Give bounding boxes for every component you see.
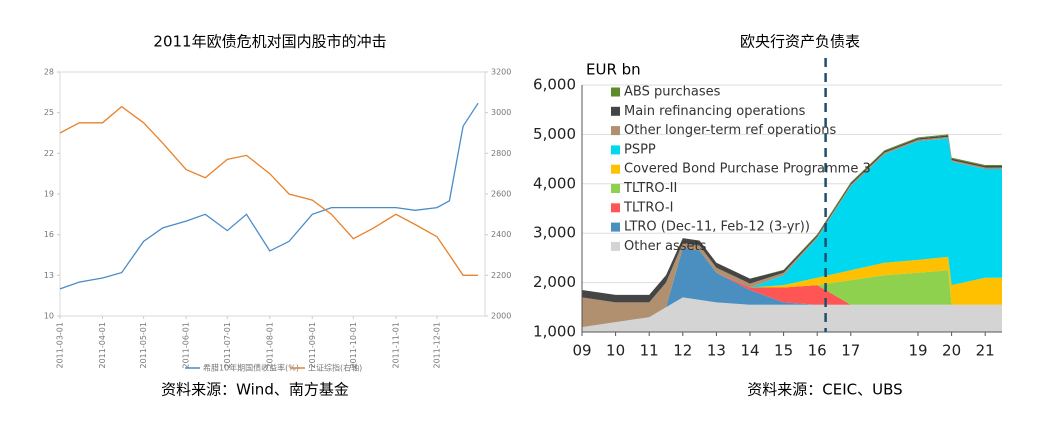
y2-tick-label: 3000	[491, 108, 511, 117]
y-tick-label: 2,000	[533, 273, 576, 291]
x-tick-label: 2011-04-01	[98, 322, 107, 369]
x-tick-label: 13	[707, 342, 726, 360]
legend-label: TLTRO-II	[623, 181, 677, 196]
legend-label: LTRO (Dec-11, Feb-12 (3-yr))	[624, 220, 810, 235]
x-tick-label: 2011-03-01	[56, 322, 65, 369]
x-tick-label: 16	[808, 342, 827, 360]
y-axis-label: EUR bn	[586, 61, 641, 79]
x-tick-label: 20	[942, 342, 961, 360]
legend-label: ABS purchases	[624, 85, 721, 100]
x-tick-label: 12	[673, 342, 692, 360]
x-tick-label: 19	[908, 342, 927, 360]
legend-label: Covered Bond Purchase Programme 3	[624, 162, 871, 177]
y2-tick-label: 2000	[491, 312, 511, 321]
y-tick-label: 13	[44, 271, 54, 280]
y-tick-label: 6,000	[533, 76, 576, 94]
area-group	[582, 134, 1002, 332]
x-tick-label: 2011-12-01	[433, 322, 442, 369]
legend-swatch	[611, 106, 620, 116]
source: 资料来源：Wind、南方基金	[161, 381, 349, 399]
y-tick-label: 16	[44, 230, 54, 239]
area-series	[582, 248, 1002, 328]
legend-swatch	[611, 87, 620, 97]
source: 资料来源：CEIC、UBS	[747, 381, 902, 399]
y2-tick-label: 2200	[491, 271, 511, 280]
x-tick-label: 2011-05-01	[139, 322, 148, 369]
area-series	[582, 297, 1002, 332]
y-tick-label: 19	[44, 190, 54, 199]
x-tick-label: 14	[740, 342, 759, 360]
y-tick-label: 25	[44, 108, 54, 117]
legend-label: 上证综指(右轴)	[308, 363, 362, 373]
area-series	[582, 248, 1002, 328]
area-series	[582, 136, 1002, 328]
x-tick-label: 10	[606, 342, 625, 360]
y-tick-label: 22	[44, 149, 54, 158]
chart-title: 欧央行资产负债表	[740, 33, 860, 51]
legend-label: TLTRO-I	[623, 200, 674, 215]
legend-label: Other longer-term ref operations	[624, 123, 836, 138]
x-tick-label: 2011-07-01	[223, 322, 232, 369]
legend-swatch	[611, 241, 620, 251]
x-tick-label: 15	[774, 342, 793, 360]
area-series	[582, 138, 1002, 328]
legend-swatch	[611, 203, 620, 213]
x-tick-label: 11	[640, 342, 659, 360]
x-tick-label: 2011-11-01	[391, 322, 400, 369]
legend-swatch	[611, 222, 620, 232]
area-series	[582, 248, 1002, 328]
legend-label: Other assets	[624, 239, 707, 254]
x-tick-label: 09	[572, 342, 591, 360]
y-tick-label: 3,000	[533, 224, 576, 242]
area-series	[582, 248, 1002, 328]
line-series	[59, 102, 479, 290]
y2-tick-label: 2600	[491, 190, 511, 199]
legend-label: Main refinancing operations	[624, 104, 806, 119]
legend-label: 希腊10年期国债收益率(%)	[203, 363, 299, 373]
legend-label: PSPP	[624, 142, 656, 157]
legend-swatch	[611, 145, 620, 155]
y2-tick-label: 3200	[491, 68, 511, 77]
legend-swatch	[611, 164, 620, 174]
y-tick-label: 28	[44, 68, 54, 77]
chart-title: 2011年欧债危机对国内股市的冲击	[153, 33, 386, 51]
y-tick-label: 1,000	[533, 323, 576, 341]
legend-swatch	[611, 184, 620, 193]
x-tick-label: 2011-10-01	[349, 322, 358, 369]
y-tick-label: 10	[44, 312, 54, 321]
y-tick-label: 5,000	[533, 125, 576, 143]
line-series	[59, 105, 479, 276]
x-tick-label: 21	[976, 342, 995, 360]
x-tick-label: 2011-06-01	[182, 322, 191, 369]
x-tick-label: 17	[841, 342, 860, 360]
legend-swatch	[611, 126, 620, 136]
y-tick-label: 4,000	[533, 174, 576, 192]
y2-tick-label: 2400	[491, 230, 511, 239]
x-tick-label: 2011-08-01	[265, 322, 274, 369]
x-tick-label: 2011-09-01	[308, 322, 317, 369]
y2-tick-label: 2800	[491, 149, 511, 158]
